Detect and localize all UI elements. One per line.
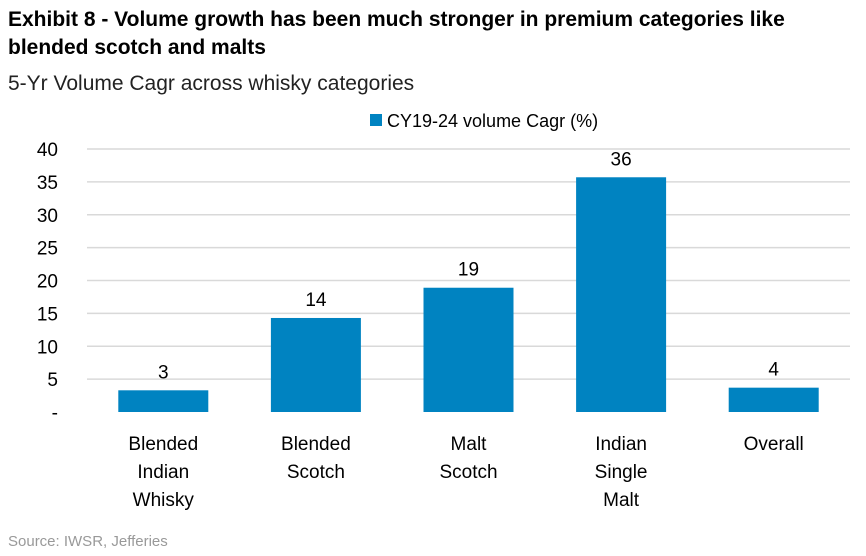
x-tick-label: Single [595,462,648,483]
x-tick-label: Blended [128,434,198,455]
x-tick-label: Scotch [439,462,497,483]
y-tick-label: 10 [37,337,58,358]
x-tick-label: Overall [744,434,804,455]
data-label: 19 [458,260,479,281]
x-tick-label: Indian [595,434,647,455]
bar [270,317,361,412]
x-tick-label: Malt [451,434,488,455]
bar [118,390,209,412]
x-tick-label: Indian [137,462,189,483]
chart-title: Exhibit 8 - Volume growth has been much … [8,8,785,59]
data-label: 3 [158,362,169,383]
bar [728,387,819,412]
y-tick-label: 20 [37,272,58,293]
y-tick-label: 15 [37,304,58,325]
y-tick-label: 5 [47,370,58,391]
legend-swatch [370,114,382,126]
data-label: 4 [768,360,779,381]
y-tick-label: 25 [37,239,58,260]
x-tick-label: Blended [281,434,351,455]
source-note: Source: IWSR, Jefferies [8,533,168,550]
x-tick-label: Malt [603,490,640,511]
chart-subtitle: 5-Yr Volume Cagr across whisky categorie… [8,72,415,95]
data-label: 14 [305,290,327,311]
x-tick-label: Scotch [287,462,345,483]
y-tick-label: 40 [37,140,58,161]
y-tick-label: - [52,403,58,424]
y-tick-label: 30 [37,206,58,227]
bar [423,287,514,412]
bar [576,177,667,412]
x-tick-label: Whisky [133,490,195,511]
y-tick-label: 35 [37,173,58,194]
legend-label: CY19-24 volume Cagr (%) [387,111,598,131]
data-label: 36 [611,149,632,170]
